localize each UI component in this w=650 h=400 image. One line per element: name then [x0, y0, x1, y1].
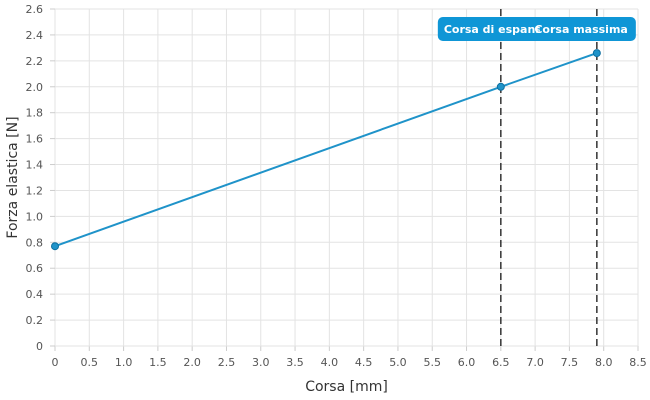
x-tick-label: 0.5 — [81, 356, 99, 369]
y-tick-label: 0.2 — [26, 314, 44, 327]
x-tick-label: 1.0 — [115, 356, 133, 369]
series-layer — [51, 49, 601, 251]
x-tick-label: 7.0 — [526, 356, 544, 369]
annotation-label: Corsa massima — [534, 23, 628, 36]
annotation-box — [437, 17, 636, 41]
x-tick-label: 3.5 — [286, 356, 304, 369]
x-tick-label: 7.5 — [561, 356, 579, 369]
x-tick-label: 5.5 — [423, 356, 441, 369]
y-axis-title: Forza elastica [N] — [5, 116, 21, 238]
x-tick-label: 6.0 — [458, 356, 476, 369]
y-tick-label: 0.6 — [26, 262, 44, 275]
x-tick-label: 2.0 — [183, 356, 201, 369]
data-point — [496, 82, 505, 91]
x-axis-title: Corsa [mm] — [305, 379, 388, 395]
series-line — [54, 52, 598, 248]
x-tick-label: 8.5 — [629, 356, 647, 369]
y-tick-label: 2.2 — [26, 55, 44, 68]
x-tick-label: 1.5 — [149, 356, 167, 369]
data-point — [51, 242, 59, 251]
y-tick-label: 2.4 — [26, 29, 44, 42]
tick-labels: 0 0.5 1.0 1.5 2.0 2.5 3.0 3.5 4.0 4.5 5.0 5.5 6.0 6.5… — [26, 3, 647, 369]
annotation-label: Corsa di espansi — [444, 23, 546, 36]
x-tick-label: 2.5 — [218, 356, 236, 369]
y-tick-label: 1.2 — [26, 184, 44, 197]
x-tick-label: 4.0 — [321, 356, 339, 369]
annotation-lines — [500, 9, 598, 346]
x-tick-label: 3.0 — [252, 356, 270, 369]
y-tick-label: 1.4 — [26, 159, 44, 172]
y-tick-label: 0.8 — [26, 236, 44, 249]
x-tick-label: 5.0 — [389, 356, 407, 369]
y-tick-label: 0 — [36, 340, 43, 353]
x-tick-label: 4.5 — [355, 356, 373, 369]
y-tick-label: 0.4 — [26, 288, 44, 301]
y-tick-label: 2.6 — [26, 3, 44, 16]
grid — [50, 8, 639, 351]
y-tick-label: 2.0 — [26, 81, 44, 94]
y-tick-label: 1.8 — [26, 107, 44, 120]
y-tick-label: 1.6 — [26, 133, 44, 146]
data-point — [592, 49, 601, 58]
x-tick-label: 6.5 — [492, 356, 510, 369]
y-tick-label: 1.0 — [26, 210, 44, 223]
x-tick-label: 0 — [52, 356, 59, 369]
x-tick-label: 8.0 — [595, 356, 613, 369]
